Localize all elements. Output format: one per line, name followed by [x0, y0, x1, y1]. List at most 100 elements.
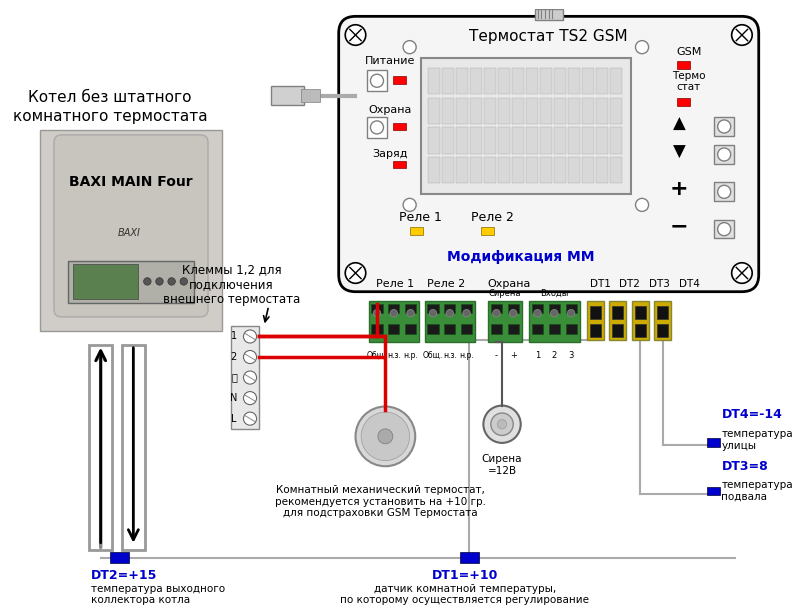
- Text: N: N: [230, 393, 237, 403]
- Circle shape: [378, 429, 393, 444]
- Text: Общ.: Общ.: [367, 351, 387, 360]
- Text: датчик комнатной температуры,
по которому осуществляется регулирование: датчик комнатной температуры, по котором…: [340, 584, 590, 605]
- Bar: [508, 304, 519, 313]
- Circle shape: [346, 263, 366, 283]
- Circle shape: [635, 41, 649, 53]
- Circle shape: [243, 351, 257, 363]
- Bar: [461, 324, 472, 333]
- Text: Общ.: Общ.: [423, 351, 443, 360]
- Bar: [677, 98, 690, 106]
- Bar: [714, 117, 734, 136]
- Text: DT1=+10: DT1=+10: [431, 569, 498, 582]
- Bar: [456, 128, 467, 154]
- Bar: [526, 128, 538, 154]
- Bar: [68, 261, 194, 303]
- Bar: [388, 324, 399, 333]
- Bar: [512, 128, 523, 154]
- Circle shape: [567, 309, 575, 317]
- Bar: [428, 157, 439, 184]
- Circle shape: [718, 148, 730, 161]
- Bar: [596, 157, 607, 184]
- Circle shape: [732, 263, 752, 283]
- Bar: [470, 128, 482, 154]
- Text: DT2=+15: DT2=+15: [91, 569, 158, 582]
- Bar: [529, 301, 579, 342]
- Bar: [470, 98, 482, 123]
- Bar: [512, 98, 523, 123]
- Bar: [532, 324, 543, 333]
- Bar: [532, 304, 543, 313]
- Bar: [714, 220, 734, 238]
- Bar: [707, 438, 721, 446]
- Bar: [393, 161, 406, 168]
- Text: Питание: Питание: [365, 56, 415, 66]
- Text: −: −: [670, 216, 689, 236]
- Bar: [405, 304, 416, 313]
- Bar: [73, 263, 138, 299]
- Bar: [231, 326, 259, 429]
- Bar: [654, 301, 671, 340]
- Bar: [488, 301, 522, 342]
- Text: Комнатный механический термостат,
рекомендуется установить на +10 гр.
для подстр: Комнатный механический термостат, рекоме…: [275, 485, 486, 518]
- Text: ⏚: ⏚: [231, 373, 237, 383]
- Bar: [582, 157, 594, 184]
- Bar: [540, 98, 551, 123]
- Bar: [610, 68, 622, 94]
- Bar: [110, 552, 129, 563]
- Text: BAXI MAIN Four: BAXI MAIN Four: [69, 174, 192, 188]
- Bar: [568, 98, 579, 123]
- Bar: [410, 227, 422, 235]
- Bar: [707, 487, 721, 495]
- Circle shape: [156, 278, 163, 285]
- Bar: [470, 68, 482, 94]
- Text: BAXI: BAXI: [118, 228, 140, 238]
- Bar: [568, 68, 579, 94]
- Bar: [566, 304, 577, 313]
- Bar: [498, 68, 510, 94]
- Bar: [582, 128, 594, 154]
- Bar: [549, 304, 560, 313]
- Bar: [481, 227, 494, 235]
- Text: ▼: ▼: [673, 142, 686, 161]
- Bar: [484, 128, 495, 154]
- Text: комнатного термостата: комнатного термостата: [13, 109, 207, 123]
- Text: DT4: DT4: [679, 279, 700, 289]
- Circle shape: [168, 278, 175, 285]
- Bar: [590, 324, 601, 338]
- Bar: [484, 98, 495, 123]
- Text: ▲: ▲: [673, 115, 686, 133]
- Circle shape: [361, 412, 410, 460]
- Bar: [610, 98, 622, 123]
- Bar: [427, 304, 438, 313]
- Text: Сирена
=12В: Сирена =12В: [482, 454, 522, 476]
- Text: 3: 3: [569, 351, 574, 360]
- Bar: [534, 9, 562, 20]
- Text: DT3=8: DT3=8: [722, 460, 768, 473]
- Circle shape: [718, 185, 730, 198]
- Bar: [554, 128, 566, 154]
- Bar: [442, 157, 454, 184]
- Text: Термостат TS2 GSM: Термостат TS2 GSM: [470, 29, 628, 44]
- Text: 1: 1: [535, 351, 540, 360]
- Text: Заряд: Заряд: [372, 149, 408, 160]
- Bar: [122, 345, 145, 550]
- Text: н.р.: н.р.: [459, 351, 474, 360]
- Circle shape: [243, 412, 257, 425]
- Bar: [596, 68, 607, 94]
- Text: Котел без штатного: Котел без штатного: [28, 90, 192, 105]
- Bar: [526, 68, 538, 94]
- Bar: [371, 304, 382, 313]
- Circle shape: [403, 41, 416, 53]
- Bar: [498, 98, 510, 123]
- FancyBboxPatch shape: [338, 17, 758, 292]
- Bar: [566, 324, 577, 333]
- Bar: [491, 324, 502, 333]
- Text: Сирена: Сирена: [489, 289, 521, 298]
- Bar: [444, 304, 455, 313]
- Bar: [554, 68, 566, 94]
- Bar: [460, 552, 478, 563]
- Text: Охрана: Охрана: [487, 279, 530, 289]
- Circle shape: [370, 121, 383, 134]
- Circle shape: [346, 25, 366, 45]
- Text: GSM: GSM: [676, 47, 702, 57]
